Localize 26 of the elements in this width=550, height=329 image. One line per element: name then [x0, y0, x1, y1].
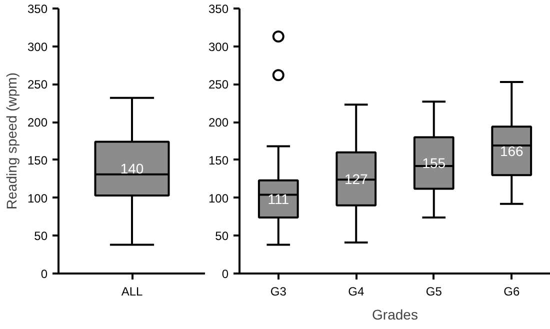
y-tick-label: 50: [34, 229, 48, 244]
y-tick-label: 50: [215, 229, 229, 244]
y-tick-label: 350: [27, 2, 48, 16]
y-tick-label: 200: [27, 116, 48, 130]
y-tick-label: 150: [208, 153, 229, 168]
y-axis-title: Reading speed (wpm): [3, 72, 20, 210]
y-tick-label: 100: [208, 191, 229, 206]
y-tick-label: 300: [208, 40, 229, 54]
y-tick-label: 0: [40, 267, 48, 281]
annotation: 111: [268, 190, 290, 207]
annotation: 166: [500, 142, 524, 159]
x-tick-label: ALL: [121, 284, 143, 298]
annotation: 140: [120, 160, 144, 177]
y-tick-label: 350: [208, 2, 229, 16]
y-tick-label: 250: [208, 78, 229, 92]
y-tick-label: 300: [27, 40, 48, 54]
x-tick-label: G3: [270, 284, 287, 298]
x-axis-title: Grades: [372, 306, 418, 322]
x-tick-label: G5: [426, 284, 442, 298]
y-tick-label: 250: [27, 78, 48, 92]
y-tick-label: 200: [208, 116, 229, 130]
x-tick-label: G6: [504, 284, 520, 298]
x-tick-label: G4: [348, 284, 364, 298]
y-tick-label: 0: [222, 267, 229, 281]
y-tick-label: 150: [27, 153, 48, 168]
y-tick-label: 100: [27, 191, 48, 206]
